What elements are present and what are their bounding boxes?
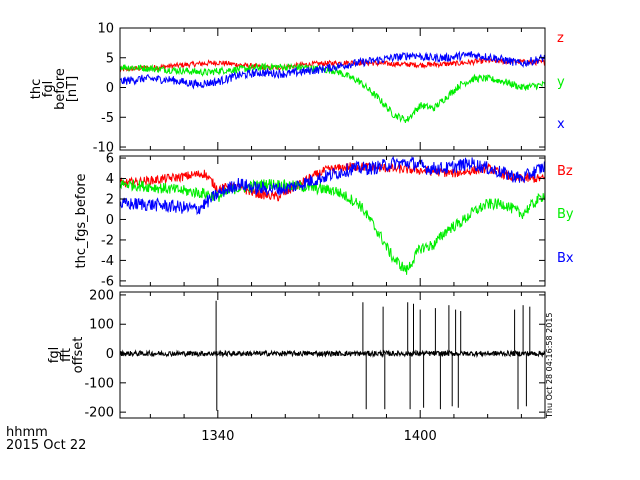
y-tick-label: 4 (106, 172, 114, 187)
y-axis-label: thc_fgs_before (74, 174, 89, 269)
panel-fgs-before: -6 -4 -2 0 2 4 6 thc_fgs_before Bz By Bx (74, 152, 574, 290)
offset-baseline-trace (120, 349, 545, 359)
panel-frame (119, 291, 546, 419)
x-tick-label: 1340 (201, 429, 234, 444)
y-tick-label: 5 (106, 51, 114, 66)
y-tick-label: 6 (106, 152, 114, 167)
y-tick-label: 2 (106, 192, 114, 207)
legend-Bz: Bz (557, 164, 573, 179)
y-axis-label: offset (71, 337, 86, 374)
y-axis-label: thc (29, 79, 44, 99)
legend-Bx: Bx (557, 251, 574, 266)
legend-By: By (557, 207, 574, 222)
legend-y: y (557, 75, 565, 90)
y-tick-label: 0 (106, 213, 114, 228)
y-tick-label: -5 (101, 111, 114, 126)
y-tick-label: -4 (101, 254, 114, 269)
y-axis-label: fgl (47, 347, 62, 363)
y-axis-label: fft (59, 348, 74, 362)
time-unit-label: hhmm (6, 425, 48, 440)
y-tick-label: 10 (97, 22, 114, 37)
date-label: 2015 Oct 22 (6, 438, 87, 453)
y-tick-label: 0 (106, 347, 114, 362)
series-line-y (120, 62, 545, 124)
legend-z: z (557, 31, 564, 46)
y-tick-label: 200 (89, 288, 114, 303)
y-tick-label: -10 (93, 141, 114, 156)
y-axis-label: before (53, 68, 68, 110)
series-line-z (120, 56, 545, 73)
legend-x: x (557, 117, 565, 132)
series-line-Bx (120, 156, 545, 216)
series-line-x (120, 50, 545, 90)
panel-frame (119, 27, 546, 151)
panel-frame (119, 155, 546, 287)
y-tick-label: -200 (84, 406, 114, 421)
series-line-By (120, 179, 545, 275)
y-axis-label: fgl (41, 81, 56, 97)
y-tick-label: -100 (84, 376, 114, 391)
y-tick-label: -2 (101, 233, 114, 248)
time-axis: 1340 1400 (201, 429, 436, 444)
x-tick-label: 1400 (404, 429, 437, 444)
y-axis-label: [nT] (65, 76, 80, 102)
y-tick-label: 100 (89, 318, 114, 333)
y-tick-label: -6 (101, 274, 114, 289)
y-tick-label: 0 (106, 81, 114, 96)
timestamp-label: Thu Oct 28 04:16:58 2015 (545, 313, 554, 420)
